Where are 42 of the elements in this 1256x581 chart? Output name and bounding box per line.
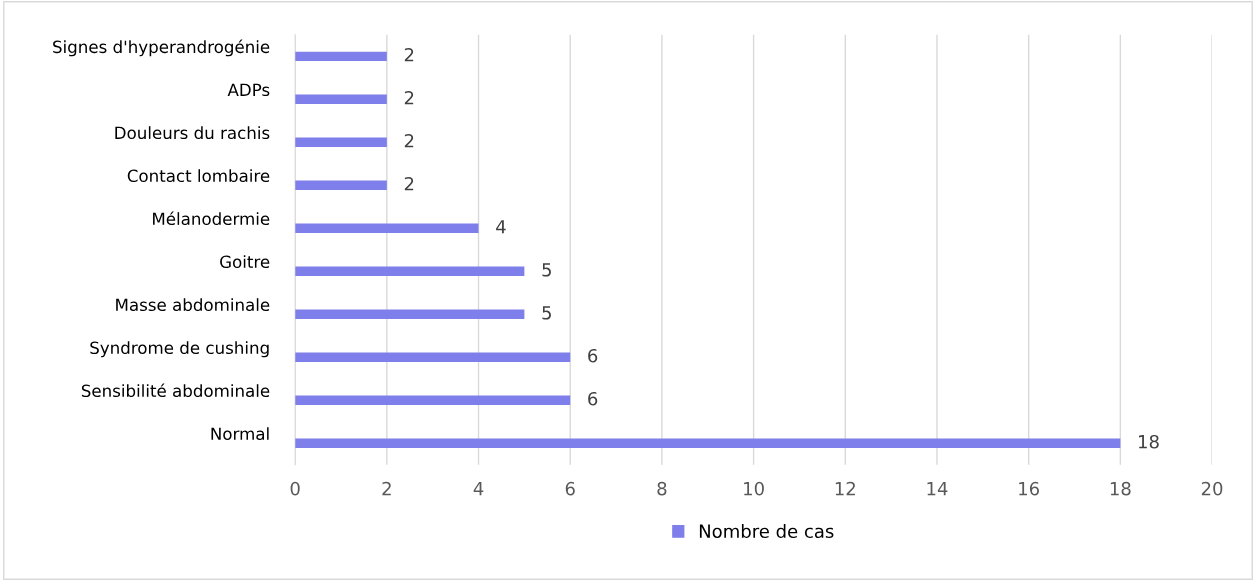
y-tick-label: Normal xyxy=(211,427,269,441)
data-label: 5 xyxy=(542,263,551,277)
data-label: 2 xyxy=(404,133,414,148)
x-tick-label: 10 xyxy=(744,481,764,496)
x-tick-label: 14 xyxy=(927,482,948,496)
x-tick-label: 8 xyxy=(657,481,667,496)
bar xyxy=(295,223,479,234)
data-label: 2 xyxy=(404,176,414,191)
x-tick-label: 0 xyxy=(290,481,300,496)
y-tick-label: Goitre xyxy=(220,255,270,269)
bar xyxy=(295,266,525,277)
y-tick-label: Sensibilité abdominale xyxy=(81,383,270,398)
y-tick-label: Syndrome de cushing xyxy=(90,341,269,358)
data-label: 18 xyxy=(1139,434,1159,449)
bar xyxy=(295,180,387,191)
y-tick-label: Signes d'hyperandrogénie xyxy=(53,39,270,57)
data-label: 6 xyxy=(588,391,598,406)
data-label: 2 xyxy=(404,47,414,62)
bar xyxy=(295,94,387,105)
data-label: 5 xyxy=(542,306,551,320)
y-tick-label: ADPs xyxy=(227,83,270,97)
x-tick-label: 4 xyxy=(473,482,484,496)
bar xyxy=(295,352,571,363)
bar xyxy=(295,395,571,406)
x-tick-label: 18 xyxy=(1110,481,1131,496)
x-tick-label: 20 xyxy=(1201,481,1223,496)
bar xyxy=(295,137,387,148)
bar xyxy=(295,51,387,62)
data-label: 2 xyxy=(404,90,414,105)
x-tick-label: 6 xyxy=(565,481,575,496)
y-tick-label: Douleurs du rachis xyxy=(115,126,270,140)
data-label: 4 xyxy=(496,220,506,234)
y-tick-label: Contact lombaire xyxy=(127,169,270,183)
data-label: 6 xyxy=(588,348,598,363)
y-tick-label: Mélanodermie xyxy=(153,211,270,226)
x-tick-label: 16 xyxy=(1019,481,1040,496)
bar xyxy=(295,438,1121,449)
bar xyxy=(295,309,525,320)
x-tick-label: 12 xyxy=(835,481,855,496)
legend-label: Nombre de cas xyxy=(699,524,834,539)
y-tick-label: Masse abdominale xyxy=(116,298,270,312)
x-tick-label: 2 xyxy=(382,481,391,496)
